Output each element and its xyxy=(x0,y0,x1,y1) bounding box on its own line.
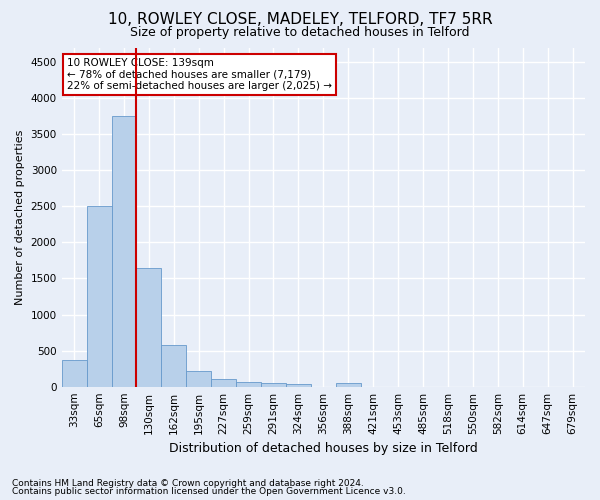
Text: 10 ROWLEY CLOSE: 139sqm
← 78% of detached houses are smaller (7,179)
22% of semi: 10 ROWLEY CLOSE: 139sqm ← 78% of detache… xyxy=(67,58,332,91)
Bar xyxy=(62,360,86,386)
Bar xyxy=(286,384,311,386)
Y-axis label: Number of detached properties: Number of detached properties xyxy=(15,130,25,305)
Text: 10, ROWLEY CLOSE, MADELEY, TELFORD, TF7 5RR: 10, ROWLEY CLOSE, MADELEY, TELFORD, TF7 … xyxy=(107,12,493,28)
Bar xyxy=(336,382,361,386)
Bar xyxy=(186,371,211,386)
Bar xyxy=(112,116,136,386)
Text: Contains public sector information licensed under the Open Government Licence v3: Contains public sector information licen… xyxy=(12,487,406,496)
Text: Size of property relative to detached houses in Telford: Size of property relative to detached ho… xyxy=(130,26,470,39)
Bar xyxy=(161,345,186,387)
Bar xyxy=(136,268,161,386)
Bar xyxy=(261,384,286,386)
Bar xyxy=(236,382,261,386)
Bar xyxy=(86,206,112,386)
Bar xyxy=(211,378,236,386)
X-axis label: Distribution of detached houses by size in Telford: Distribution of detached houses by size … xyxy=(169,442,478,455)
Text: Contains HM Land Registry data © Crown copyright and database right 2024.: Contains HM Land Registry data © Crown c… xyxy=(12,478,364,488)
